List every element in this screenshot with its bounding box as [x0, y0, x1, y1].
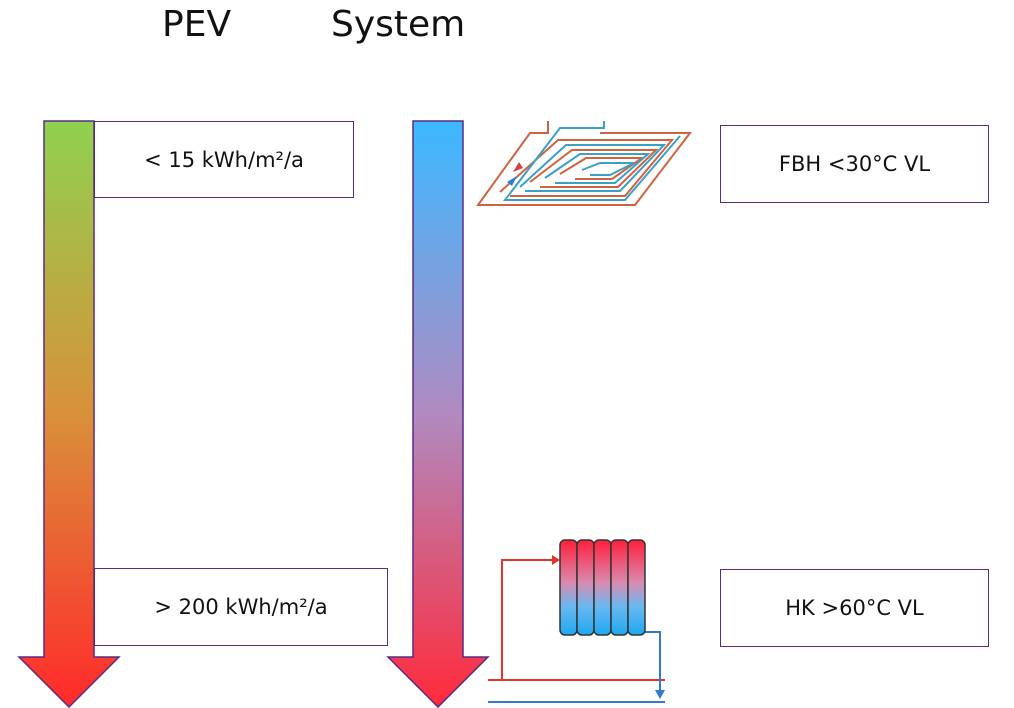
- system-bottom-label: HK >60°C VL: [720, 569, 989, 647]
- radiator-icon: [488, 539, 665, 703]
- pev-top-label: < 15 kWh/m²/a: [94, 121, 354, 198]
- system-arrow: [386, 120, 490, 708]
- pev-arrow: [17, 120, 121, 708]
- pev-bottom-label: > 200 kWh/m²/a: [94, 568, 388, 646]
- system-top-label: FBH <30°C VL: [720, 125, 989, 203]
- pev-header: PEV: [162, 4, 232, 45]
- floor-heating-icon: [476, 121, 693, 206]
- system-header: System: [331, 4, 466, 45]
